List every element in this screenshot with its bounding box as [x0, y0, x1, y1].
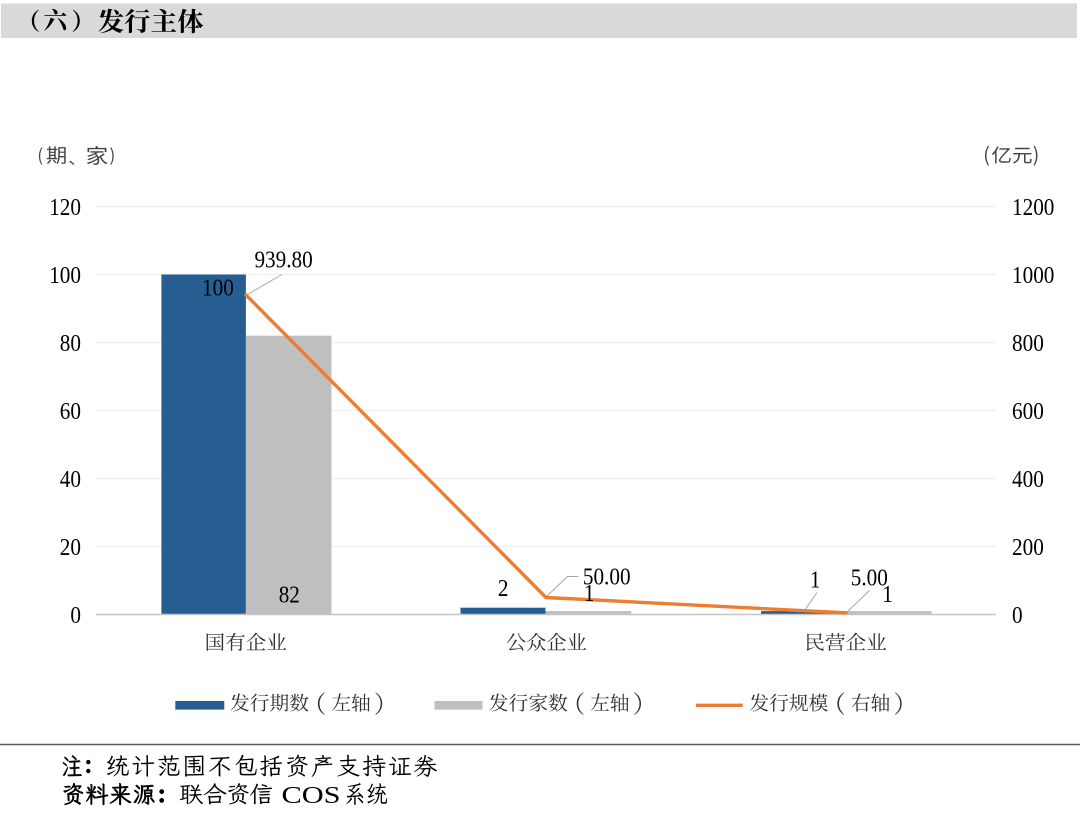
svg-text:1200: 1200	[1012, 195, 1054, 221]
svg-text:40: 40	[60, 467, 81, 493]
svg-text:1: 1	[584, 581, 595, 607]
svg-text:60: 60	[60, 399, 81, 425]
svg-text:0: 0	[70, 603, 81, 629]
svg-text:50.00: 50.00	[583, 564, 631, 590]
svg-text:1000: 1000	[1012, 263, 1054, 289]
svg-text:400: 400	[1012, 467, 1044, 493]
svg-text:800: 800	[1012, 331, 1044, 357]
svg-text:COS: COS	[282, 783, 341, 809]
svg-text:1: 1	[810, 567, 821, 593]
svg-text:5.00: 5.00	[851, 565, 888, 591]
svg-text:0: 0	[1012, 603, 1023, 629]
svg-text:939.80: 939.80	[254, 247, 312, 273]
svg-text:2: 2	[498, 576, 509, 602]
svg-text:1: 1	[882, 582, 893, 608]
svg-text:20: 20	[60, 535, 81, 561]
svg-text:82: 82	[279, 582, 300, 608]
svg-text:100: 100	[49, 263, 81, 289]
svg-text:600: 600	[1012, 399, 1044, 425]
svg-text:80: 80	[60, 331, 81, 357]
svg-text:120: 120	[49, 195, 81, 221]
svg-text:100: 100	[202, 276, 234, 302]
svg-text:200: 200	[1012, 535, 1044, 561]
